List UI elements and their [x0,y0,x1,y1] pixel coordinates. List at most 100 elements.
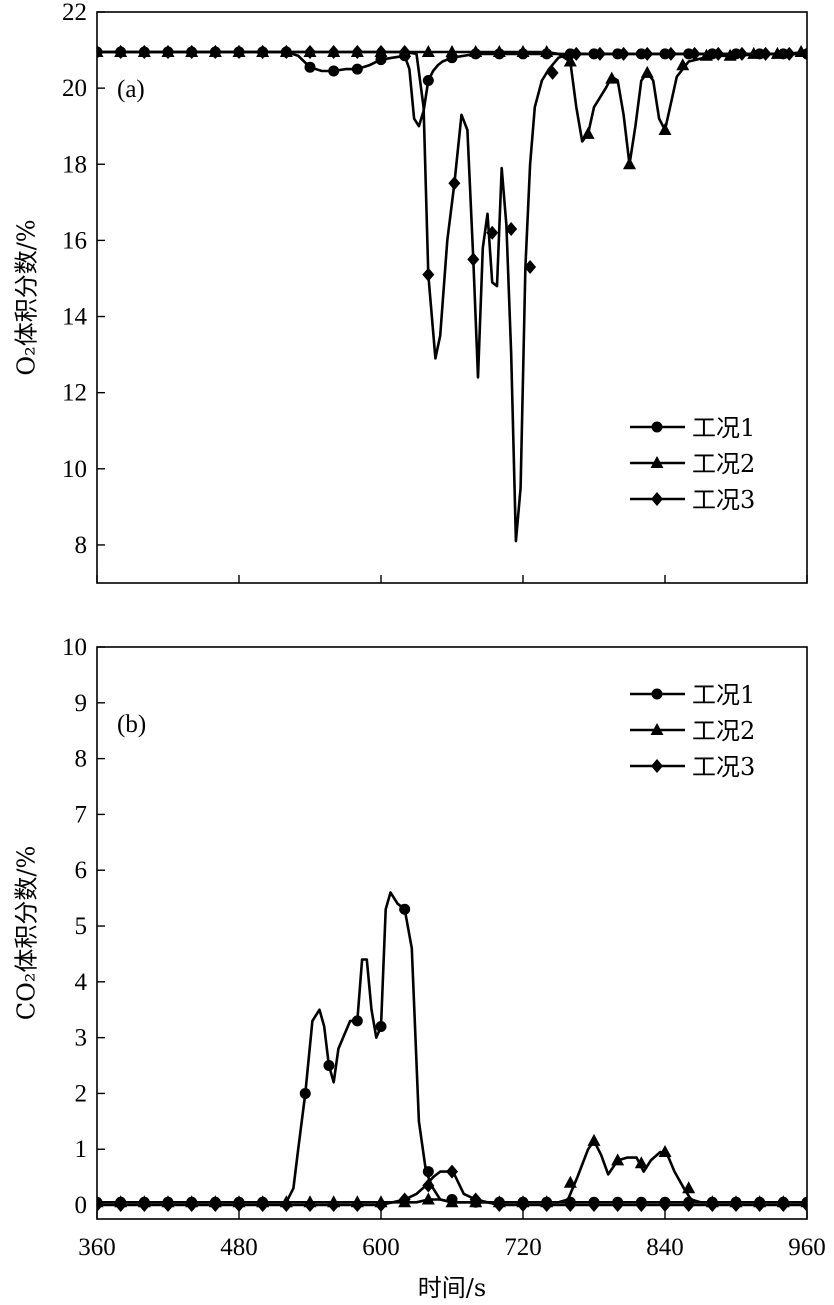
series-2-point [516,44,530,57]
x-tick-label: 360 [78,1234,116,1261]
series-3-point [777,1198,790,1213]
series-2-point [445,44,459,57]
legend-label: 工况3 [692,486,755,514]
x-tick-label: 720 [504,1234,542,1261]
series-3-point [688,46,701,61]
series-3-point [730,1198,742,1213]
triangle-marker-icon [650,456,664,468]
series-3-point [493,1198,506,1213]
series-3-point [351,44,364,59]
series-3-point [517,1198,529,1213]
series-1-point [375,1020,387,1032]
y-tick-label: 1 [75,1136,88,1163]
y-axis-title: CO₂体积分数/% [13,846,41,1021]
legend: 工况1 工况2 工况3 [630,681,755,781]
series-3-point [114,1198,127,1213]
series-3-point [446,1164,458,1179]
series-3-point [327,44,340,59]
series-line-2 [97,50,807,166]
panel-label: (a) [117,76,145,103]
circle-marker-icon [651,688,663,700]
series-3-point [540,1198,553,1213]
y-tick-label: 22 [62,0,87,26]
series-3-point [659,1198,671,1213]
series-3-point [635,1198,648,1213]
y-tick-label: 0 [75,1192,88,1219]
series-2-point [445,1195,459,1208]
series-3-point [185,1198,198,1213]
series-3-point [467,252,480,267]
series-2-point [587,1133,601,1146]
series-3-point [375,1198,387,1213]
plot-frame [96,646,808,1220]
x-axis-title: 时间/s [418,1274,486,1302]
series-2-point [676,58,690,71]
series-1-point [299,1087,311,1099]
series-1-point [351,63,363,75]
circle-marker-icon [651,421,663,433]
series-2-point [421,1192,435,1205]
o2-chart-panel: 8 10 12 14 16 18 20 22 O₂体积分数/% (a) 工况1 工况2 工况3 [13,0,808,584]
series-3-point [138,1198,151,1213]
series-3-point [664,46,677,61]
series-line-1 [97,891,807,1204]
series-3-point [162,44,174,59]
series-3-point [97,1198,103,1213]
series-3-point [351,1198,364,1213]
series-1-point [323,1060,335,1072]
series-3-point [682,1198,695,1213]
y-tick-label: 8 [75,746,88,773]
series-3-point [617,46,630,61]
legend-label: 工况1 [692,681,755,709]
y-tick-label: 2 [75,1080,88,1107]
series-3-point [570,46,583,61]
y-tick-label: 6 [75,857,88,884]
x-tick-label: 960 [788,1234,826,1261]
series-3-point [505,221,518,236]
series-1-point [422,75,434,87]
y-tick-label: 18 [62,151,87,178]
plot-frame [96,11,808,584]
series-3-point [422,1178,435,1193]
series-2-point [469,44,483,57]
y-tick-label: 4 [75,969,88,996]
series-3-point [209,44,222,59]
series-2-point [658,123,672,136]
series-3-point [588,1198,600,1213]
series-3-point [97,44,103,59]
series-3-point [375,44,387,59]
series-1-point [304,61,316,73]
series-3-point [448,176,461,191]
series-1-point [422,1166,434,1178]
series-3-point [801,1198,807,1213]
series-3-point [524,260,537,275]
series-1-point [328,65,340,77]
series-2-point [640,65,654,78]
y-tick-label: 10 [62,634,87,661]
series-3-point [564,1198,577,1213]
series-3-point [735,46,748,61]
series-2-point [563,1175,577,1188]
series-1-point [399,903,411,915]
series-3-point [185,44,198,59]
series-3-point [114,44,127,59]
diamond-marker-icon [651,492,663,506]
series-3-point [233,1198,245,1213]
y-tick-label: 8 [75,532,88,559]
series-2-point [581,126,595,139]
series-3-point [162,1198,174,1213]
series-3-point [280,44,293,59]
series-3-point [209,1198,222,1213]
series-3-point [546,65,559,80]
y-tick-label: 3 [75,1025,88,1052]
x-tick-label: 600 [362,1234,400,1261]
series-3-point [712,46,725,61]
series-2-point [605,71,619,84]
y-tick-label: 7 [75,801,88,828]
series-2-point [611,1153,625,1166]
series-3-point [304,44,316,59]
series-2-point [492,44,506,57]
series-line-2 [97,1139,807,1204]
y-tick-label: 12 [62,380,87,407]
